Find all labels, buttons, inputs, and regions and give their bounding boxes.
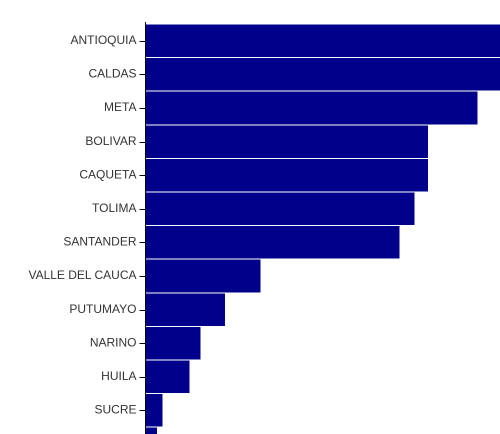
- bar-meta: [146, 91, 478, 125]
- bar-caqueta: [146, 158, 428, 192]
- bar-bolivar: [146, 125, 428, 158]
- bar-santander: [146, 226, 400, 259]
- y-tick-label: BOLIVAR: [85, 134, 136, 148]
- y-tick-label: CAQUETA: [79, 167, 136, 181]
- y-tick-label: PUTUMAYO: [69, 302, 136, 316]
- bar-putumayo: [146, 293, 225, 326]
- bar-antioquia: [146, 24, 500, 58]
- bar-unlabeled-12: [146, 427, 157, 434]
- y-tick-label: META: [104, 100, 136, 114]
- y-tick-label: NARINO: [90, 335, 137, 349]
- bars-group: [146, 24, 500, 434]
- bar-sucre: [146, 394, 163, 427]
- y-tick-label: ANTIOQUIA: [70, 33, 136, 47]
- bar-narino: [146, 326, 201, 360]
- bar-huila: [146, 360, 190, 394]
- y-tick-label: SANTANDER: [63, 235, 136, 249]
- y-tick-label: HUILA: [101, 369, 136, 383]
- y-tick-label: CALDAS: [88, 67, 136, 81]
- y-tick-label: SUCRE: [94, 403, 136, 417]
- y-tick-label: VALLE DEL CAUCA: [28, 268, 136, 282]
- y-tick-label: TOLIMA: [92, 201, 136, 215]
- y-axis-ticks: ANTIOQUIA CALDAS META BOLIVAR CAQUETA TOLIMA S…: [28, 33, 146, 417]
- bar-valle-del-cauca: [146, 259, 261, 293]
- bar-caldas: [146, 58, 500, 91]
- bar-tolima: [146, 192, 415, 226]
